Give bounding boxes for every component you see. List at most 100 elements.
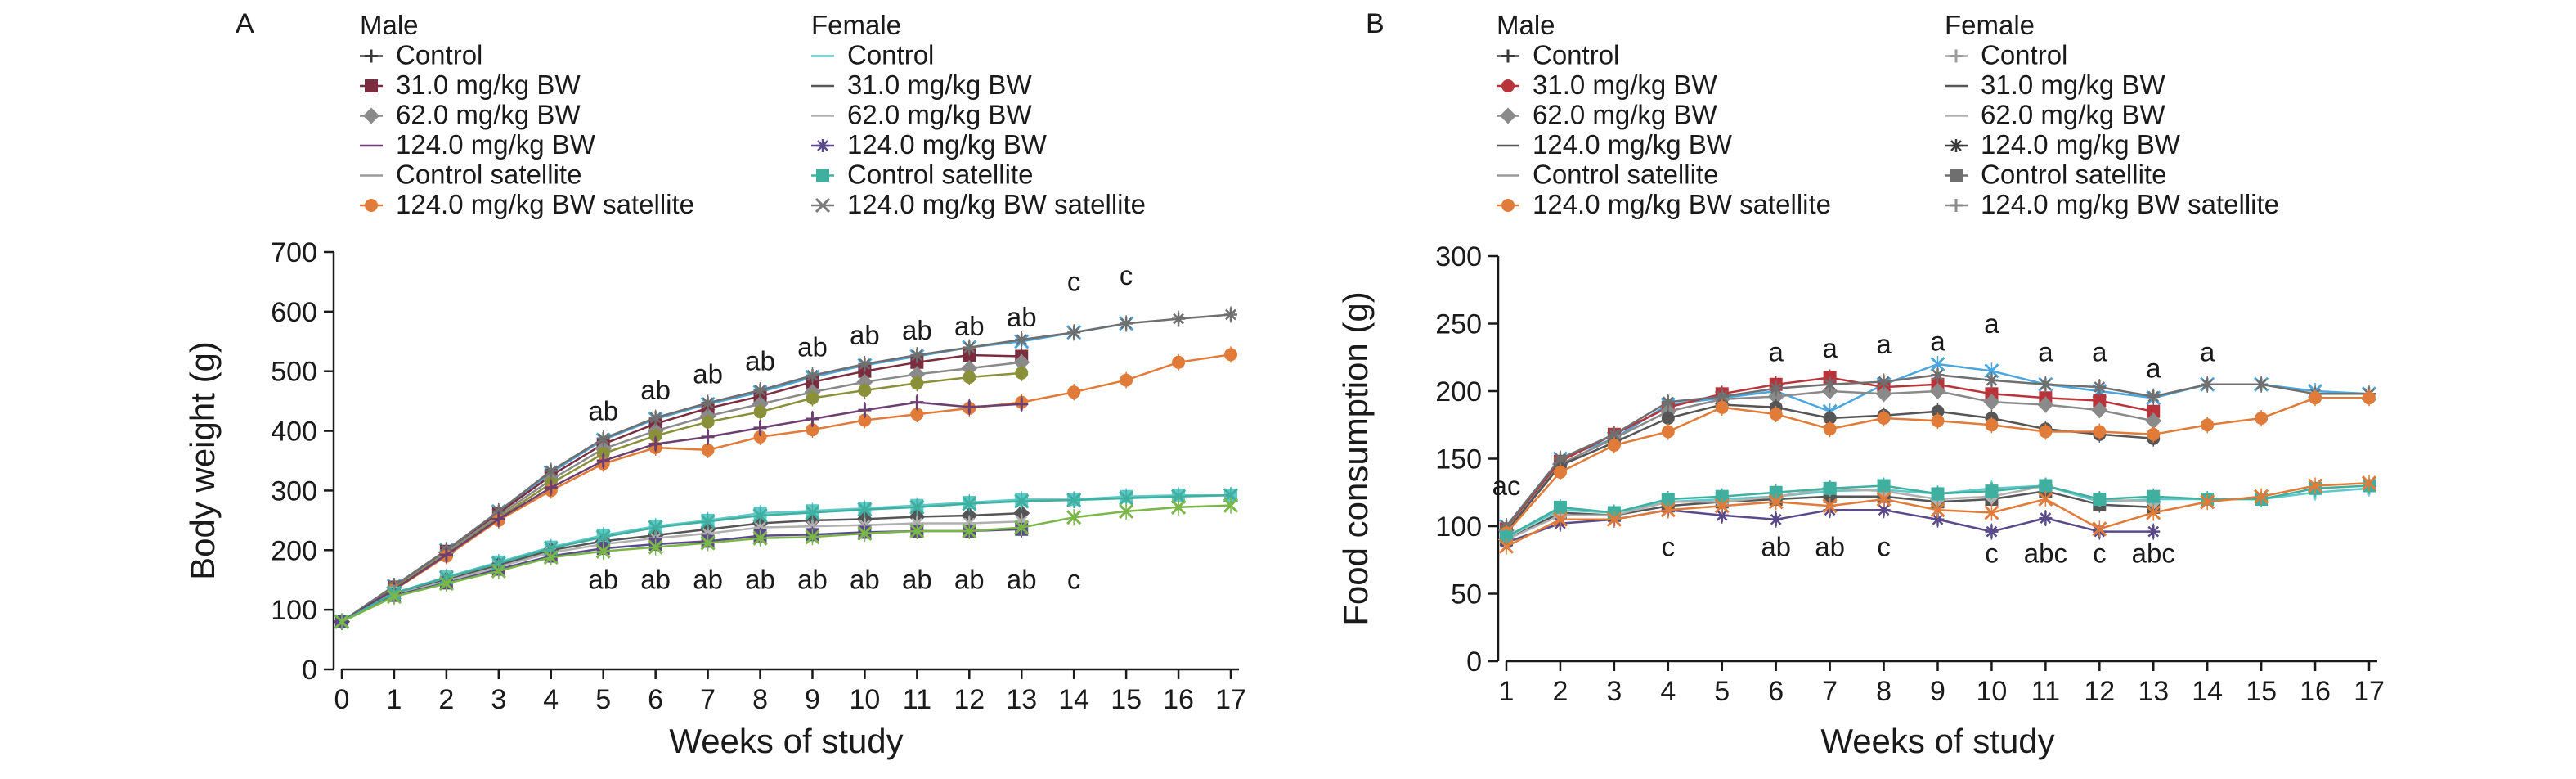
x-tick-label: 11 xyxy=(903,684,931,715)
series-path xyxy=(341,353,1232,623)
legend-marker xyxy=(1501,79,1515,92)
legend-marker xyxy=(815,197,831,214)
data-point xyxy=(544,464,558,478)
data-point xyxy=(2038,491,2053,507)
x-tick-label: 7 xyxy=(1822,676,1838,707)
x-tick-label: 7 xyxy=(700,684,716,715)
legend-label: 124.0 mg/kg BW satellite xyxy=(1533,189,1831,219)
x-tick-label: 11 xyxy=(2031,676,2060,707)
x-tick-label: 8 xyxy=(752,684,768,715)
legend-marker xyxy=(363,107,379,124)
x-tick-label: 2 xyxy=(1552,676,1568,707)
legend-label: 31.0 mg/kg BW xyxy=(1981,70,2165,100)
x-tick-label: 16 xyxy=(2300,676,2331,707)
data-point xyxy=(2201,418,2215,432)
data-point xyxy=(648,437,662,451)
data-point xyxy=(909,499,925,515)
data-point xyxy=(1931,414,1945,428)
data-point xyxy=(1985,418,1999,432)
series-path xyxy=(341,511,1022,623)
y-tick-label: 200 xyxy=(271,535,317,566)
significance-label: a xyxy=(2146,353,2161,384)
data-point xyxy=(2092,521,2107,537)
series-line xyxy=(1498,475,2377,555)
significance-label: abc xyxy=(2024,538,2067,569)
series-line xyxy=(334,487,1239,630)
data-point xyxy=(1172,312,1186,326)
data-point xyxy=(2255,377,2269,391)
data-point xyxy=(1552,511,1568,527)
x-tick-label: 9 xyxy=(805,684,820,715)
legend-item: 31.0 mg/kg BW xyxy=(811,70,1032,100)
data-point xyxy=(1769,381,1783,395)
data-point xyxy=(1015,366,1029,380)
significance-label: ab xyxy=(588,395,618,426)
data-point xyxy=(910,376,924,390)
legend-marker xyxy=(1950,49,1963,63)
data-point xyxy=(1875,385,1892,403)
data-point xyxy=(1066,493,1082,508)
legend-item: 31.0 mg/kg BW xyxy=(1497,70,1717,100)
legend-item: 124.0 mg/kg BW xyxy=(811,129,1048,160)
data-point xyxy=(648,520,663,535)
legend-label: Control xyxy=(1533,40,1619,70)
data-point xyxy=(753,430,767,444)
data-point xyxy=(1170,499,1187,515)
panel-letter: B xyxy=(1366,8,1384,39)
legend-label: 124.0 mg/kg BW xyxy=(396,129,596,160)
data-point xyxy=(1224,348,1237,362)
data-point xyxy=(543,549,559,565)
data-point xyxy=(806,368,819,382)
data-point xyxy=(701,396,715,410)
significance-label: ab xyxy=(902,315,932,345)
significance-label: ab xyxy=(797,332,828,362)
legend-label: 62.0 mg/kg BW xyxy=(1533,100,1717,130)
legend-item: 31.0 mg/kg BW xyxy=(1945,70,2165,100)
data-point xyxy=(438,576,454,592)
data-point xyxy=(858,413,872,427)
data-point xyxy=(2146,505,2161,520)
panel-letter: A xyxy=(236,8,254,39)
data-point xyxy=(1660,502,1676,518)
data-point xyxy=(334,614,350,629)
data-point xyxy=(701,430,715,444)
significance-label: ab xyxy=(588,565,618,595)
x-tick-label: 0 xyxy=(334,684,350,715)
legend-label: Control xyxy=(396,40,482,70)
data-point xyxy=(2147,525,2161,538)
series-group xyxy=(334,306,1239,630)
significance-label: ab xyxy=(745,565,775,595)
legend-item: Control satellite xyxy=(1497,160,1718,190)
y-tick-label: 100 xyxy=(271,595,317,626)
data-point xyxy=(1553,500,1567,514)
legend-title: Female xyxy=(811,10,901,40)
significance-label: c xyxy=(1067,565,1081,595)
data-point xyxy=(491,512,505,526)
data-point xyxy=(910,349,924,362)
data-point xyxy=(1553,466,1567,479)
legend-label: 31.0 mg/kg BW xyxy=(396,70,581,100)
legend-item: Control xyxy=(360,40,482,70)
legend-item: Control satellite xyxy=(1945,160,2166,190)
y-tick-label: 500 xyxy=(271,357,317,388)
data-point xyxy=(2039,479,2053,493)
legend-item: 62.0 mg/kg BW xyxy=(811,100,1032,130)
data-point xyxy=(1119,490,1134,506)
data-point xyxy=(439,548,453,562)
significance-label: a xyxy=(1822,333,1838,363)
series-path xyxy=(341,494,1232,623)
data-point xyxy=(648,411,662,425)
significance-label: c xyxy=(1120,260,1133,290)
data-point xyxy=(1014,520,1030,535)
legend-label: Control xyxy=(847,40,934,70)
y-tick-label: 0 xyxy=(302,655,317,686)
data-point xyxy=(2147,489,2161,503)
